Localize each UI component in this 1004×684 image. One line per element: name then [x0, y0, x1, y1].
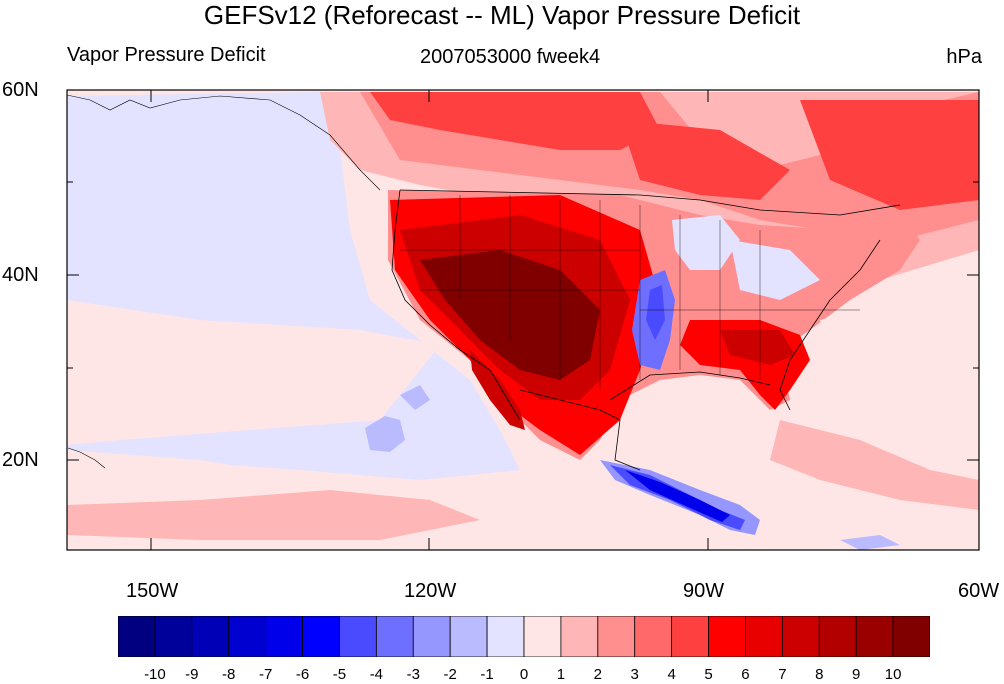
variable-subtitle: Vapor Pressure Deficit — [67, 44, 266, 66]
lat-label-20n: 20N — [2, 449, 39, 471]
lat-label-40n: 40N — [2, 264, 39, 286]
colorbar-swatch — [154, 616, 193, 657]
east-coastline — [779, 239, 881, 411]
central-america-core — [625, 470, 730, 522]
colorbar-label: -10 — [144, 666, 166, 683]
colorbar-swatch — [781, 616, 820, 657]
pacific-blue-blob-2 — [400, 385, 430, 410]
tropical-pacific-band — [67, 490, 480, 540]
colorbar — [118, 616, 930, 657]
south-america-blue — [840, 535, 900, 550]
colorbar-swatch — [228, 616, 267, 657]
lon-label-120w: 120W — [404, 580, 457, 602]
state-lines — [400, 195, 860, 390]
canada-east-high — [800, 100, 979, 210]
lon-label-60w: 60W — [958, 580, 1000, 602]
axis-ticks — [67, 90, 980, 550]
canada-central-high — [620, 120, 790, 200]
colorbar-swatch — [339, 616, 377, 657]
colorbar-swatch — [118, 616, 156, 657]
colorbar-label: 6 — [741, 666, 750, 683]
hawaii-islands — [67, 447, 106, 469]
map-frame — [66, 89, 980, 551]
colorbar-swatch — [892, 616, 930, 657]
atlantic-pink-region — [820, 280, 979, 400]
lon-label-90w: 90W — [683, 580, 725, 602]
colorbar-swatch — [745, 616, 783, 657]
canada-west-high — [370, 92, 660, 150]
colorbar-label: -2 — [443, 666, 457, 683]
colorbar-swatch — [855, 616, 894, 657]
colorbar-swatch — [449, 616, 488, 657]
colorbar-swatch — [302, 616, 340, 657]
colorbar-label: 8 — [815, 666, 824, 683]
colorbar-swatch — [597, 616, 636, 657]
alaska-coastline — [67, 94, 381, 191]
pacific-pink-band — [67, 300, 440, 445]
colorbar-swatch — [265, 616, 303, 657]
colorbar-label: 2 — [593, 666, 602, 683]
colorbar-label: -5 — [332, 666, 347, 683]
southeast-very-high — [720, 330, 795, 365]
colorbar-swatch — [634, 616, 673, 657]
colorbar-swatch — [560, 616, 599, 657]
colorbar-label: 7 — [778, 666, 787, 683]
colorbar-label: 3 — [630, 666, 639, 683]
mexico-border — [519, 389, 641, 471]
colorbar-label: -3 — [406, 666, 420, 683]
colorbar-swatch — [191, 616, 230, 657]
upper-midwest-neutral — [672, 215, 740, 270]
colorbar-swatch — [671, 616, 709, 657]
colorbar-label: 9 — [852, 666, 861, 683]
map-title: GEFSv12 (Reforecast -- ML) Vapor Pressur… — [203, 0, 801, 30]
date-subtitle: 2007053000 fweek4 — [420, 46, 601, 68]
colorbar-label: 0 — [519, 666, 529, 683]
colorbar-label: -7 — [258, 666, 273, 683]
west-coastline — [391, 189, 521, 421]
baja-region — [470, 350, 525, 430]
northern-border — [399, 189, 901, 216]
colorbar-swatch — [818, 616, 857, 657]
lon-label-150w: 150W — [126, 580, 179, 602]
colorbar-label: -8 — [222, 666, 236, 683]
colorbar-swatch — [523, 616, 562, 657]
pacific-blue-blob — [365, 416, 405, 452]
colorbar-label: -4 — [369, 666, 384, 683]
lat-label-60n: 60N — [2, 79, 39, 101]
plains-lower-core — [646, 285, 665, 340]
colorbar-label: -1 — [480, 666, 494, 683]
units-label: hPa — [946, 46, 982, 68]
caribbean-band — [770, 420, 979, 510]
colorbar-swatch — [486, 616, 525, 657]
colorbar-label: -6 — [295, 666, 310, 683]
gulf-coastline — [609, 371, 771, 401]
colorbar-label: 1 — [556, 666, 566, 683]
ohio-valley-neutral — [730, 240, 820, 300]
colorbar-label: 4 — [667, 666, 676, 683]
colorbar-swatch — [708, 616, 746, 657]
colorbar-swatch — [412, 616, 451, 657]
colorbar-swatch — [375, 616, 414, 657]
colorbar-label: -9 — [185, 666, 199, 683]
colorbar-label: 5 — [704, 666, 713, 683]
colorbar-label: 10 — [884, 666, 902, 683]
